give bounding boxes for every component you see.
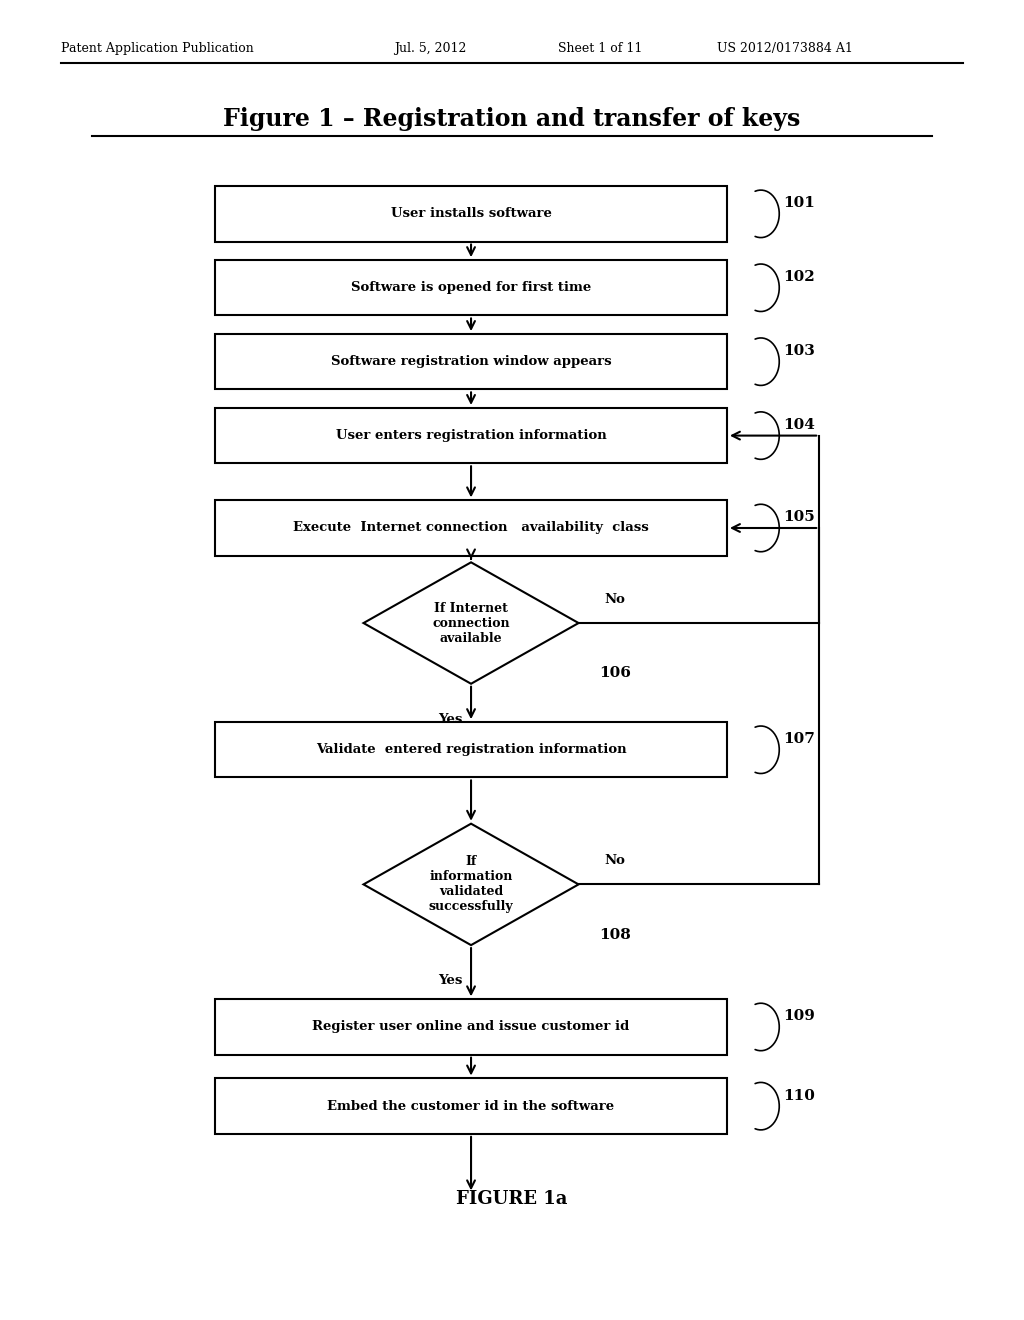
Text: Software is opened for first time: Software is opened for first time [351, 281, 591, 294]
Text: 101: 101 [783, 197, 815, 210]
FancyBboxPatch shape [215, 999, 727, 1055]
Text: Execute  Internet connection   availability  class: Execute Internet connection availability… [293, 521, 649, 535]
Text: Jul. 5, 2012: Jul. 5, 2012 [394, 42, 467, 55]
Text: 108: 108 [599, 928, 631, 941]
Text: No: No [604, 854, 625, 867]
Text: User installs software: User installs software [390, 207, 552, 220]
Text: Embed the customer id in the software: Embed the customer id in the software [328, 1100, 614, 1113]
FancyBboxPatch shape [215, 186, 727, 242]
Text: 109: 109 [783, 1010, 815, 1023]
Text: 106: 106 [599, 667, 631, 680]
Text: 110: 110 [783, 1089, 815, 1102]
Text: 103: 103 [783, 345, 815, 358]
Text: If
information
validated
successfully: If information validated successfully [429, 855, 513, 913]
FancyBboxPatch shape [215, 500, 727, 556]
Text: User enters registration information: User enters registration information [336, 429, 606, 442]
Polygon shape [364, 824, 579, 945]
Text: No: No [604, 593, 625, 606]
Text: Register user online and issue customer id: Register user online and issue customer … [312, 1020, 630, 1034]
Text: Software registration window appears: Software registration window appears [331, 355, 611, 368]
Text: Validate  entered registration information: Validate entered registration informatio… [315, 743, 627, 756]
FancyBboxPatch shape [215, 260, 727, 315]
Text: Patent Application Publication: Patent Application Publication [61, 42, 254, 55]
Text: Yes: Yes [438, 974, 463, 987]
Polygon shape [364, 562, 579, 684]
Text: 104: 104 [783, 418, 815, 432]
Text: 107: 107 [783, 733, 815, 746]
FancyBboxPatch shape [215, 334, 727, 389]
Text: Figure 1 – Registration and transfer of keys: Figure 1 – Registration and transfer of … [223, 107, 801, 131]
FancyBboxPatch shape [215, 1078, 727, 1134]
FancyBboxPatch shape [215, 722, 727, 777]
Text: 102: 102 [783, 271, 815, 284]
Text: If Internet
connection
available: If Internet connection available [432, 602, 510, 644]
FancyBboxPatch shape [215, 408, 727, 463]
Text: 105: 105 [783, 511, 815, 524]
Text: Yes: Yes [438, 713, 463, 726]
Text: Sheet 1 of 11: Sheet 1 of 11 [558, 42, 642, 55]
Text: US 2012/0173884 A1: US 2012/0173884 A1 [717, 42, 853, 55]
Text: FIGURE 1a: FIGURE 1a [457, 1189, 567, 1208]
